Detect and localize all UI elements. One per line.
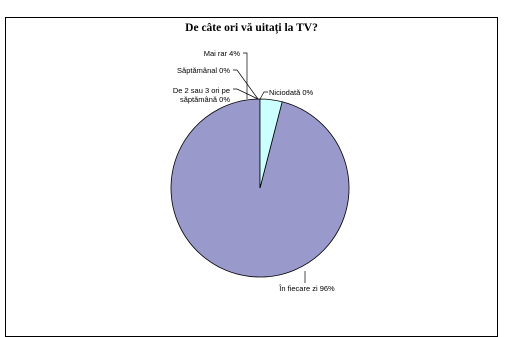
data-label-0: În fiecare zi 96% [278, 284, 335, 293]
leader-line-2 [233, 69, 259, 100]
data-label-2: Săptămânal 0% [177, 66, 230, 75]
data-label-3: Mai rar 4% [204, 49, 241, 58]
leader-line-3 [243, 52, 248, 99]
leader-line-1 [233, 88, 259, 100]
leader-line-4 [259, 91, 268, 100]
data-label-1: De 2 sau 3 ori pe săptămână 0% [173, 86, 230, 104]
chart-area: De câte ori vă uitați la TV? În fiecare … [5, 17, 498, 337]
chart-title: De câte ori vă uitați la TV? [185, 22, 318, 34]
data-label-4: Niciodată 0% [269, 88, 314, 97]
pie-chart: În fiecare zi 96% De 2 sau 3 ori pe săptăm… [170, 49, 350, 293]
